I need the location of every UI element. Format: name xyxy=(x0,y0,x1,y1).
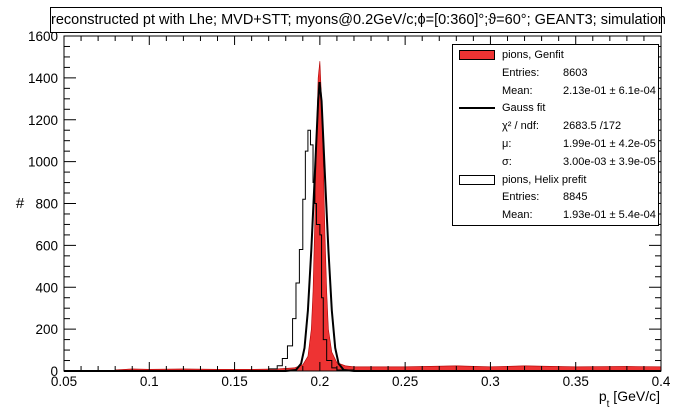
legend: pions, Genfit Entries: 8603 Mean: 2.13e-… xyxy=(452,44,659,226)
x-tick-label: 0.2 xyxy=(310,374,329,389)
y-tick-label: 1400 xyxy=(28,71,58,86)
legend-entry-gauss: Gauss fit xyxy=(453,99,658,117)
sigma-value: 3.00e-03 ± 3.9e-05 xyxy=(563,155,656,168)
y-tick-label: 1200 xyxy=(28,113,58,128)
legend-genfit-mean: Mean: 2.13e-01 ± 6.1e-04 xyxy=(453,82,658,100)
y-tick-label: 600 xyxy=(35,238,58,253)
y-tick-label: 800 xyxy=(35,197,58,212)
helix-mean-label: Mean: xyxy=(502,209,533,222)
x-tick-label: 0.05 xyxy=(51,374,77,389)
helix-label: pions, Helix prefit xyxy=(502,173,587,186)
legend-genfit-entries: Entries: 8603 xyxy=(453,64,658,82)
legend-helix-entries: Entries: 8845 xyxy=(453,188,658,206)
series-gauss-fit-line xyxy=(64,81,661,372)
legend-helix-mean-row: Mean: 1.93e-01 ± 5.4e-04 xyxy=(453,206,658,224)
x-tick-label: 0.15 xyxy=(221,374,247,389)
genfit-swatch xyxy=(459,50,495,60)
y-tick-label: 200 xyxy=(35,322,58,337)
gauss-line-swatch xyxy=(459,107,495,110)
x-axis-label: pt [GeV/c] xyxy=(599,388,660,410)
legend-chi2: χ² / ndf: 2683.5 /172 xyxy=(453,117,658,135)
x-tick-label: 0.25 xyxy=(392,374,418,389)
legend-sigma: σ: 3.00e-03 ± 3.9e-05 xyxy=(453,153,658,171)
helix-mean: 1.93e-01 ± 5.4e-04 xyxy=(563,209,656,222)
series-helix-prefit-step xyxy=(64,129,661,372)
helix-swatch xyxy=(459,174,495,185)
legend-mu: μ: 1.99e-01 ± 4.2e-05 xyxy=(453,135,658,153)
chart-title: reconstructed pt with Lhe; MVD+STT; myon… xyxy=(50,7,666,33)
y-tick-label: 1000 xyxy=(28,155,58,170)
x-tick-label: 0.3 xyxy=(481,374,500,389)
y-tick-label: 400 xyxy=(35,280,58,295)
y-axis-label: # xyxy=(16,195,25,212)
gauss-label: Gauss fit xyxy=(502,102,546,115)
x-tick-label: 0.4 xyxy=(652,374,671,389)
x-tick-label: 0.1 xyxy=(140,374,159,389)
legend-entry-helix: pions, Helix prefit xyxy=(453,171,658,189)
y-tick-label: 0 xyxy=(50,364,58,379)
genfit-mean: 2.13e-01 ± 6.1e-04 xyxy=(563,84,656,97)
helix-entries: 8845 xyxy=(563,191,588,204)
legend-entry-genfit: pions, Genfit xyxy=(453,46,658,64)
chi2-value: 2683.5 /172 xyxy=(563,120,622,133)
x-tick-label: 0.35 xyxy=(563,374,589,389)
mu-value: 1.99e-01 ± 4.2e-05 xyxy=(563,138,656,150)
genfit-entries: 8603 xyxy=(563,66,588,79)
genfit-label: pions, Genfit xyxy=(502,49,564,61)
